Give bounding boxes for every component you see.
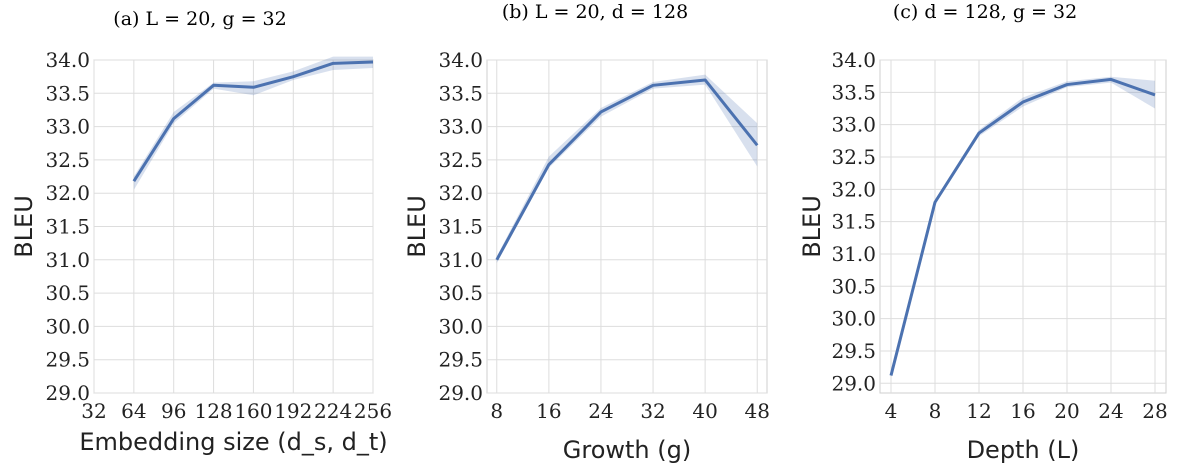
x-tick-label: 32 xyxy=(640,399,665,423)
y-tick-label: 29.0 xyxy=(831,371,876,395)
y-tick-label: 31.5 xyxy=(831,210,876,234)
y-tick-label: 32.0 xyxy=(438,181,483,205)
x-tick-label: 224 xyxy=(314,399,352,423)
x-tick-label: 40 xyxy=(692,399,717,423)
y-axis-label: BLEU xyxy=(10,195,38,258)
y-tick-label: 30.0 xyxy=(831,307,876,331)
y-tick-label: 29.5 xyxy=(45,348,90,372)
panel-a: 29.0 29.5 30.0 30.5 31.0 31.5 32.0 32.5 33.0 33.5… xyxy=(10,8,392,456)
y-tick-label: 33.5 xyxy=(831,80,876,104)
y-tick-label: 30.0 xyxy=(45,314,90,338)
x-tick-label: 24 xyxy=(588,399,613,423)
y-tick-label: 31.5 xyxy=(438,215,483,239)
y-tick-label: 33.0 xyxy=(45,115,90,139)
y-tick-label: 29.5 xyxy=(831,339,876,363)
x-tick-label: 160 xyxy=(234,399,272,423)
series-line xyxy=(132,60,374,183)
x-tick-label: 192 xyxy=(274,399,312,423)
y-tick-label: 29.0 xyxy=(45,381,90,405)
panel-b: 29.0 29.5 30.0 30.5 31.0 31.5 32.0 32.5 33.0 33.5… xyxy=(403,1,770,464)
y-tick-label: 33.5 xyxy=(438,81,483,105)
x-axis-label: Embedding size (d_s, d_t) xyxy=(79,428,387,456)
panel-title: (a) L = 20, g = 32 xyxy=(113,8,286,30)
y-tick-label: 31.0 xyxy=(831,242,876,266)
y-tick-label: 33.0 xyxy=(438,115,483,139)
y-tick-label: 30.5 xyxy=(438,281,483,305)
x-tick-label: 48 xyxy=(745,399,770,423)
panel-title: (c) d = 128, g = 32 xyxy=(893,1,1077,23)
y-tick-label: 33.5 xyxy=(45,81,90,105)
x-tick-label: 256 xyxy=(354,399,392,423)
x-tick-label: 32 xyxy=(81,399,106,423)
y-tick-label: 31.0 xyxy=(45,248,90,272)
x-tick-label: 20 xyxy=(1054,399,1079,423)
x-tick-label: 12 xyxy=(966,399,991,423)
x-tick-label: 16 xyxy=(536,399,561,423)
series-line xyxy=(889,77,1156,376)
y-tick-label: 34.0 xyxy=(831,48,876,72)
y-tick-label: 32.5 xyxy=(438,148,483,172)
series-line xyxy=(495,78,759,261)
y-tick-label: 29.5 xyxy=(438,348,483,372)
y-axis-label: BLEU xyxy=(798,195,826,258)
x-tick-label: 16 xyxy=(1010,399,1035,423)
confidence-band xyxy=(133,56,373,190)
x-axis-label: Growth (g) xyxy=(563,436,691,464)
x-tick-label: 4 xyxy=(885,399,898,423)
x-tick-label: 24 xyxy=(1098,399,1123,423)
y-tick-label: 30.5 xyxy=(831,274,876,298)
panel-c: 29.0 29.5 30.0 30.5 31.0 31.5 32.0 32.5 33.0 33.5… xyxy=(798,1,1168,464)
y-tick-label: 32.5 xyxy=(45,148,90,172)
x-tick-label: 64 xyxy=(121,399,146,423)
x-tick-label: 96 xyxy=(161,399,186,423)
x-tick-label: 8 xyxy=(490,399,503,423)
panel-title: (b) L = 20, d = 128 xyxy=(502,1,688,23)
x-axis-label: Depth (L) xyxy=(967,436,1080,464)
y-axis-label: BLEU xyxy=(403,195,431,258)
y-tick-label: 32.0 xyxy=(831,177,876,201)
y-tick-label: 30.5 xyxy=(45,281,90,305)
y-tick-label: 31.5 xyxy=(45,215,90,239)
x-tick-label: 128 xyxy=(194,399,232,423)
y-tick-label: 33.0 xyxy=(831,113,876,137)
x-tick-label: 28 xyxy=(1142,399,1167,423)
y-tick-label: 32.5 xyxy=(831,145,876,169)
x-tick-label: 8 xyxy=(929,399,942,423)
y-tick-label: 32.0 xyxy=(45,181,90,205)
y-tick-label: 34.0 xyxy=(438,48,483,72)
y-tick-label: 34.0 xyxy=(45,48,90,72)
y-tick-label: 29.0 xyxy=(438,381,483,405)
y-tick-label: 30.0 xyxy=(438,314,483,338)
y-tick-label: 31.0 xyxy=(438,248,483,272)
